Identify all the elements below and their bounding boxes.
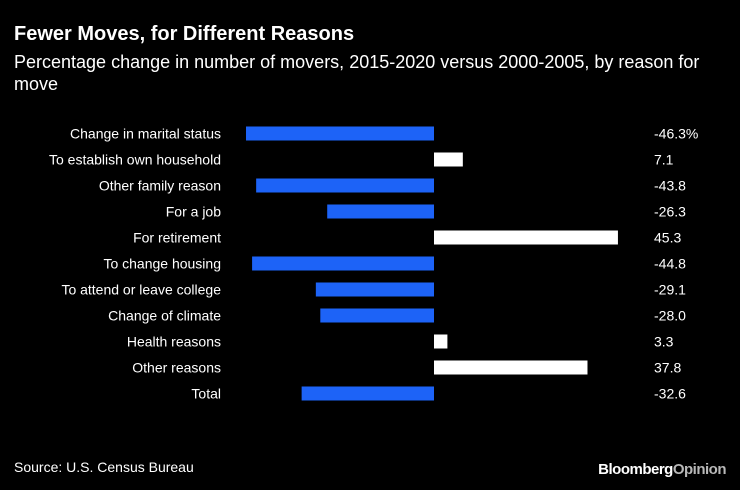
chart-subtitle: Percentage change in number of movers, 2… [14, 52, 700, 94]
category-label-change-of-climate: Change of climate [108, 308, 221, 324]
category-label-to-change-housing: To change housing [103, 256, 221, 272]
source-note: Source: U.S. Census Bureau [14, 459, 194, 475]
bar-other-family-reason [256, 178, 434, 193]
value-label-to-change-housing: -44.8 [654, 256, 686, 272]
chart-title: Fewer Moves, for Different Reasons [14, 23, 355, 45]
bar-total [301, 386, 434, 401]
category-label-other-family-reason: Other family reason [99, 178, 221, 194]
value-label-change-of-climate: -28.0 [654, 308, 686, 324]
value-label-to-establish-own-household: 7.1 [654, 152, 674, 168]
value-label-to-attend-or-leave-college: -29.1 [654, 282, 686, 298]
value-label-for-retirement: 45.3 [654, 230, 681, 246]
value-label-total: -32.6 [654, 386, 686, 402]
bar-to-attend-or-leave-college [315, 282, 434, 297]
value-label-other-family-reason: -43.8 [654, 178, 686, 194]
category-label-total: Total [191, 386, 221, 402]
brand-logo-part2: Opinion [672, 461, 727, 478]
value-label-change-in-marital-status: -46.3% [654, 126, 698, 142]
category-label-for-retirement: For retirement [133, 230, 221, 246]
bar-to-change-housing [252, 256, 434, 271]
bar-change-in-marital-status [246, 126, 434, 141]
bar-other-reasons [434, 360, 588, 375]
brand-logo: BloombergOpinion [598, 461, 726, 479]
value-label-health-reasons: 3.3 [654, 334, 674, 350]
category-label-change-in-marital-status: Change in marital status [70, 126, 221, 142]
brand-logo-part1: Bloomberg [598, 461, 673, 478]
category-label-for-a-job: For a job [166, 204, 221, 220]
bar-change-of-climate [320, 308, 434, 323]
category-label-to-attend-or-leave-college: To attend or leave college [61, 282, 221, 298]
value-label-other-reasons: 37.8 [654, 360, 681, 376]
bar-for-a-job [327, 204, 434, 219]
bar-health-reasons [434, 334, 448, 349]
category-label-other-reasons: Other reasons [132, 360, 221, 376]
bar-to-establish-own-household [434, 152, 463, 167]
bar-for-retirement [434, 230, 618, 245]
category-label-health-reasons: Health reasons [127, 334, 221, 350]
category-label-to-establish-own-household: To establish own household [49, 152, 221, 168]
value-label-for-a-job: -26.3 [654, 204, 686, 220]
